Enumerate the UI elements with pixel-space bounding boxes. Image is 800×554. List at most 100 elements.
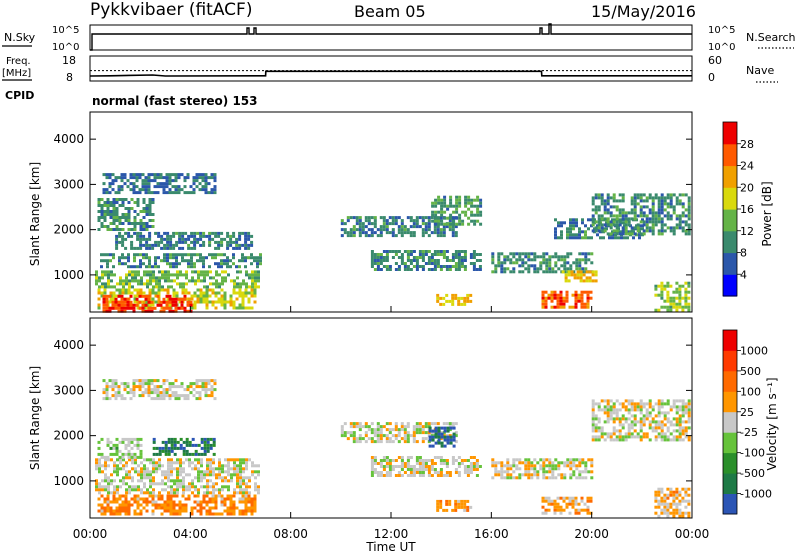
power-cell (161, 270, 164, 274)
nsearch-tick-top: 10^5 (708, 25, 735, 36)
power-cell (609, 220, 613, 224)
power-cell (669, 302, 673, 306)
velocity-cell (104, 473, 107, 477)
velocity-cell (241, 497, 245, 501)
velocity-cell (544, 496, 548, 500)
velocity-cell (170, 485, 173, 489)
power-cell (190, 240, 194, 244)
power-cell (475, 259, 479, 262)
velocity-cell (621, 435, 625, 439)
velocity-cell (212, 443, 216, 447)
velocity-cell (379, 431, 383, 435)
power-cell (687, 217, 691, 221)
power-cell (364, 219, 368, 223)
velocity-cell (139, 512, 143, 516)
velocity-cell (406, 422, 410, 426)
power-cell (109, 300, 113, 304)
power-cell (174, 306, 178, 310)
power-cell (139, 210, 143, 213)
velocity-cell (627, 411, 631, 415)
velocity-cell (227, 470, 230, 474)
power-cell (162, 306, 166, 310)
velocity-cell (687, 399, 691, 403)
power-cell (566, 261, 570, 265)
power-cell (145, 228, 149, 231)
power-cell (136, 288, 140, 292)
velocity-cell (433, 422, 437, 426)
velocity-cell (226, 497, 230, 501)
power-cell (436, 265, 440, 268)
velocity-cell (112, 494, 116, 498)
velocity-cell (185, 473, 188, 477)
power-cell (138, 176, 142, 180)
power-cell (250, 253, 253, 257)
velocity-cell (437, 429, 441, 433)
velocity-cell (454, 505, 458, 509)
velocity-cell (104, 476, 107, 480)
power-cell (111, 179, 115, 183)
power-cell (238, 234, 242, 238)
power-cell (445, 250, 449, 253)
velocity-cell (678, 490, 682, 494)
velocity-cell (253, 503, 257, 507)
velocity-cell (669, 493, 673, 497)
power-cell (491, 255, 495, 259)
power-cell (153, 185, 157, 189)
power-cell (124, 291, 128, 295)
power-cell (449, 198, 453, 202)
power-cell (206, 273, 209, 277)
velocity-cell (168, 385, 172, 389)
power-cell (666, 193, 670, 197)
power-cell (194, 270, 197, 274)
velocity-cell (143, 458, 146, 462)
power-cell (248, 276, 251, 280)
velocity-cell (548, 461, 552, 465)
power-cell (594, 208, 598, 212)
power-cell (163, 243, 167, 247)
power-cell (120, 300, 124, 304)
velocity-cell (107, 476, 110, 480)
power-cell (254, 285, 257, 289)
power-cell (678, 287, 682, 291)
power-cell (193, 234, 197, 238)
power-cell (597, 208, 601, 212)
velocity-cell (542, 464, 546, 468)
power-cell (211, 237, 215, 241)
power-cell (463, 302, 467, 306)
velocity-cell (587, 458, 591, 462)
power-cell (162, 185, 166, 189)
power-cell (603, 205, 607, 209)
power-cell (154, 256, 157, 260)
velocity-cell (527, 473, 531, 477)
velocity-cell (439, 505, 443, 509)
velocity-cell (382, 465, 386, 468)
velocity-cell (152, 470, 155, 474)
velocity-cell (150, 391, 154, 395)
power-cell (115, 228, 119, 231)
velocity-cell (253, 494, 257, 498)
power-cell (594, 220, 598, 224)
velocity-cell (494, 473, 498, 477)
power-cell (594, 211, 598, 215)
velocity-cell (506, 461, 510, 465)
power-cell (624, 223, 628, 227)
power-cell (177, 173, 181, 177)
velocity-cell (203, 476, 206, 480)
velocity-cell (146, 488, 149, 492)
power-cell (165, 300, 169, 304)
velocity-cell (394, 437, 398, 441)
velocity-cell (141, 385, 145, 389)
velocity-cell (574, 511, 578, 515)
velocity-cell (388, 465, 392, 468)
velocity-cell (400, 459, 404, 462)
power-cell (463, 268, 467, 271)
velocity-cell (165, 391, 169, 395)
velocity-cell (559, 496, 563, 500)
velocity-cell (675, 435, 679, 439)
power-cell (196, 240, 200, 244)
power-cell (132, 185, 136, 189)
power-cell (106, 262, 109, 266)
power-cell (120, 309, 124, 313)
power-cell (451, 302, 455, 306)
power-cell (207, 191, 211, 195)
